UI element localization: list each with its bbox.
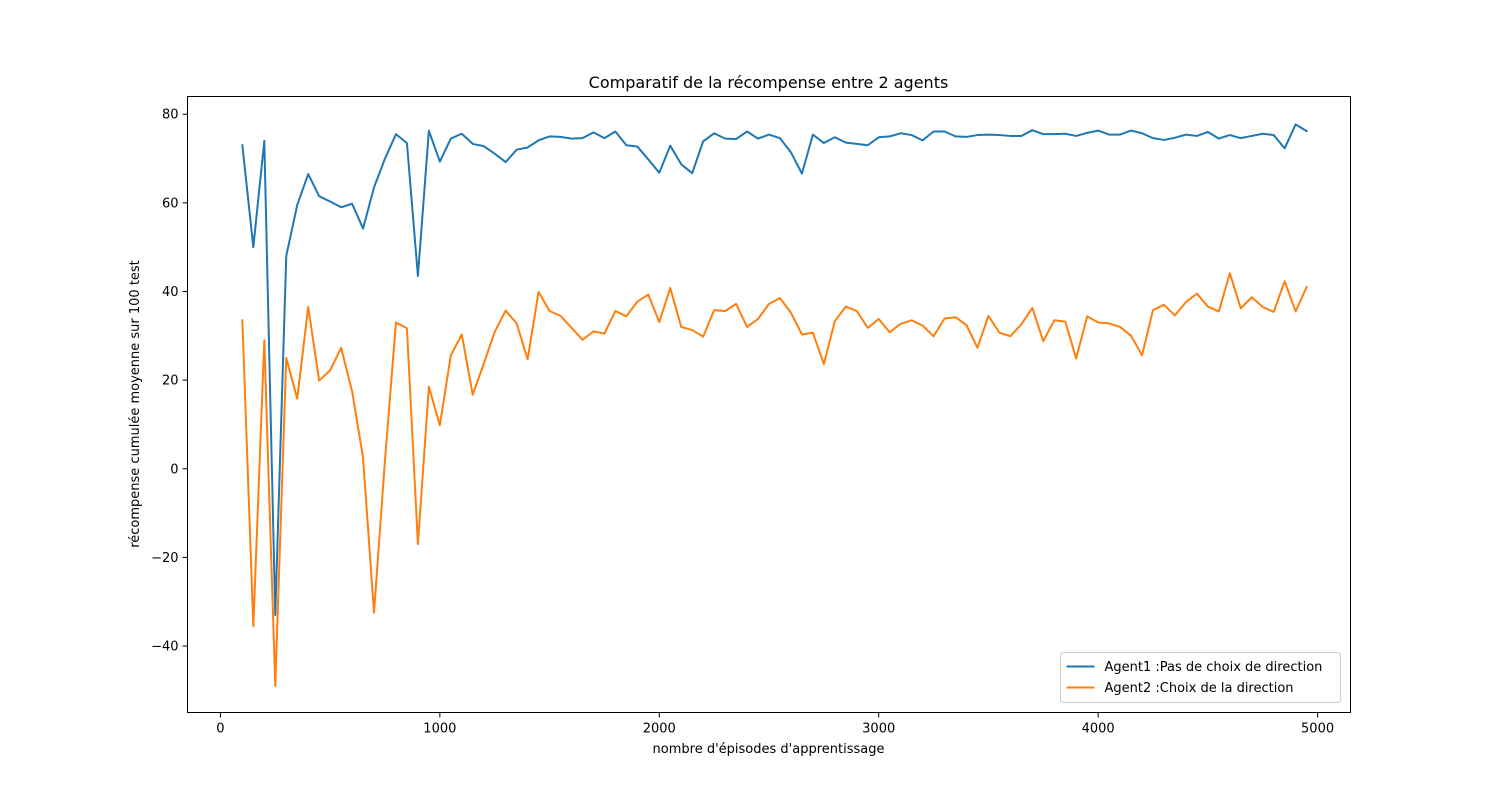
legend-label-2: Agent2 :Choix de la direction: [1105, 681, 1294, 696]
y-tick-label: 80: [162, 108, 179, 123]
x-tick-label: 5000: [1301, 722, 1334, 737]
x-tick-label: 1000: [423, 722, 456, 737]
plot-area-frame: [187, 96, 1351, 713]
tick-layer: 0 1000 2000 3000 4000 5000 −40 −20 0 20 40 60 80: [151, 108, 1334, 737]
series-layer: [241, 123, 1308, 687]
y-tick-label: 0: [170, 462, 178, 477]
legend-box: [1060, 652, 1341, 703]
x-tick-label: 0: [216, 722, 224, 737]
x-tick-label: 2000: [643, 722, 676, 737]
legend: Agent1 :Pas de choix de direction Agent2 …: [1060, 652, 1341, 703]
x-tick-label: 3000: [862, 722, 895, 737]
y-tick-label: 40: [162, 285, 179, 300]
chart-title: Comparatif de la récompense entre 2 agen…: [589, 73, 949, 92]
x-axis-label: nombre d'épisodes d'apprentissage: [653, 742, 885, 757]
y-tick-label: −40: [151, 640, 178, 655]
y-tick-label: 60: [162, 196, 179, 211]
y-axis-label: récompense cumulée moyenne sur 100 test: [128, 260, 143, 548]
y-tick-label: −20: [151, 551, 178, 566]
legend-label-1: Agent1 :Pas de choix de direction: [1105, 660, 1323, 675]
y-tick-label: 20: [162, 374, 179, 389]
series-line-2: [241, 272, 1308, 687]
series-line-1: [241, 123, 1308, 616]
x-tick-label: 4000: [1082, 722, 1115, 737]
